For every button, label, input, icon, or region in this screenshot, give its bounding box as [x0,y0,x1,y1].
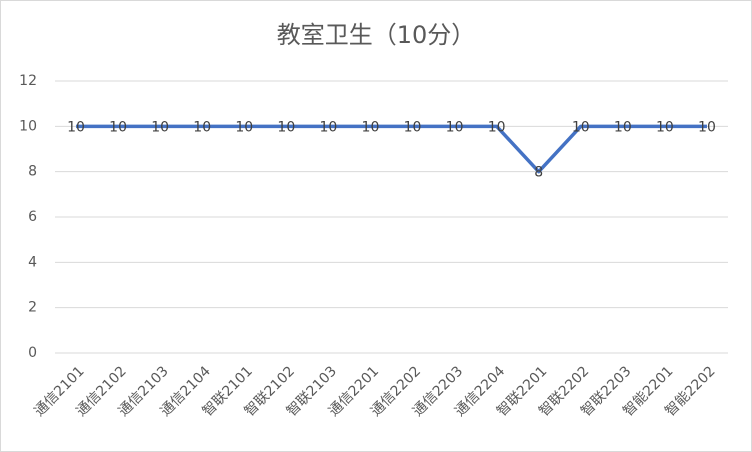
line [76,124,707,174]
data-label: 10 [109,119,127,135]
data-label: 10 [446,119,464,135]
y-tick-label: 0 [28,345,37,361]
y-tick-label: 6 [28,209,37,225]
data-label: 10 [277,119,295,135]
y-tick-label: 12 [19,73,37,89]
data-label: 10 [656,119,674,135]
data-label: 10 [404,119,422,135]
data-label: 10 [698,119,716,135]
data-label: 10 [488,119,506,135]
data-label: 10 [319,119,337,135]
data-label: 10 [235,119,253,135]
data-label: 10 [362,119,380,135]
data-label: 10 [614,119,632,135]
data-label: 8 [534,165,543,181]
data-label: 10 [67,119,85,135]
data-label: 10 [572,119,590,135]
y-tick-label: 2 [28,300,37,316]
data-label: 10 [151,119,169,135]
y-tick-label: 4 [28,254,37,270]
y-tick-label: 8 [28,164,37,180]
y-tick-label: 10 [19,118,37,134]
chart-title: 教室卫生（10分） [277,21,476,49]
data-label: 10 [193,119,211,135]
